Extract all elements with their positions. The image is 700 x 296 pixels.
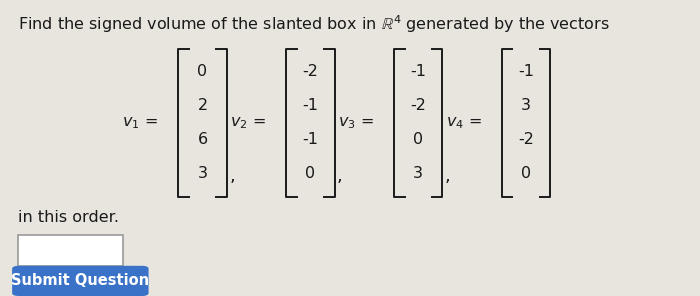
Text: -1: -1 [410, 64, 426, 79]
Text: 3: 3 [413, 166, 424, 181]
Text: 0: 0 [197, 64, 208, 79]
FancyBboxPatch shape [18, 235, 123, 266]
Text: Find the signed volume of the slanted box in $\mathbb{R}^4$ generated by the vec: Find the signed volume of the slanted bo… [18, 13, 610, 35]
Text: $v_4$ =: $v_4$ = [446, 115, 482, 131]
Text: ,: , [445, 167, 451, 185]
Text: in this order.: in this order. [18, 210, 120, 225]
Text: Submit Question: Submit Question [11, 274, 149, 288]
Text: 0: 0 [413, 132, 424, 147]
FancyBboxPatch shape [12, 266, 148, 296]
Text: $v_2$ =: $v_2$ = [230, 115, 266, 131]
Text: 3: 3 [197, 166, 207, 181]
Text: 0: 0 [305, 166, 316, 181]
Text: -2: -2 [410, 98, 426, 113]
Text: 3: 3 [522, 98, 531, 113]
Text: ,: , [229, 167, 235, 185]
Text: -2: -2 [518, 132, 534, 147]
Text: $v_3$ =: $v_3$ = [338, 115, 374, 131]
Text: 2: 2 [197, 98, 208, 113]
Text: $v_1$ =: $v_1$ = [122, 115, 158, 131]
Text: -1: -1 [302, 98, 318, 113]
Text: 0: 0 [521, 166, 531, 181]
Text: -2: -2 [302, 64, 318, 79]
Text: -1: -1 [518, 64, 534, 79]
Text: -1: -1 [302, 132, 318, 147]
Text: 6: 6 [197, 132, 208, 147]
Text: ,: , [337, 167, 343, 185]
